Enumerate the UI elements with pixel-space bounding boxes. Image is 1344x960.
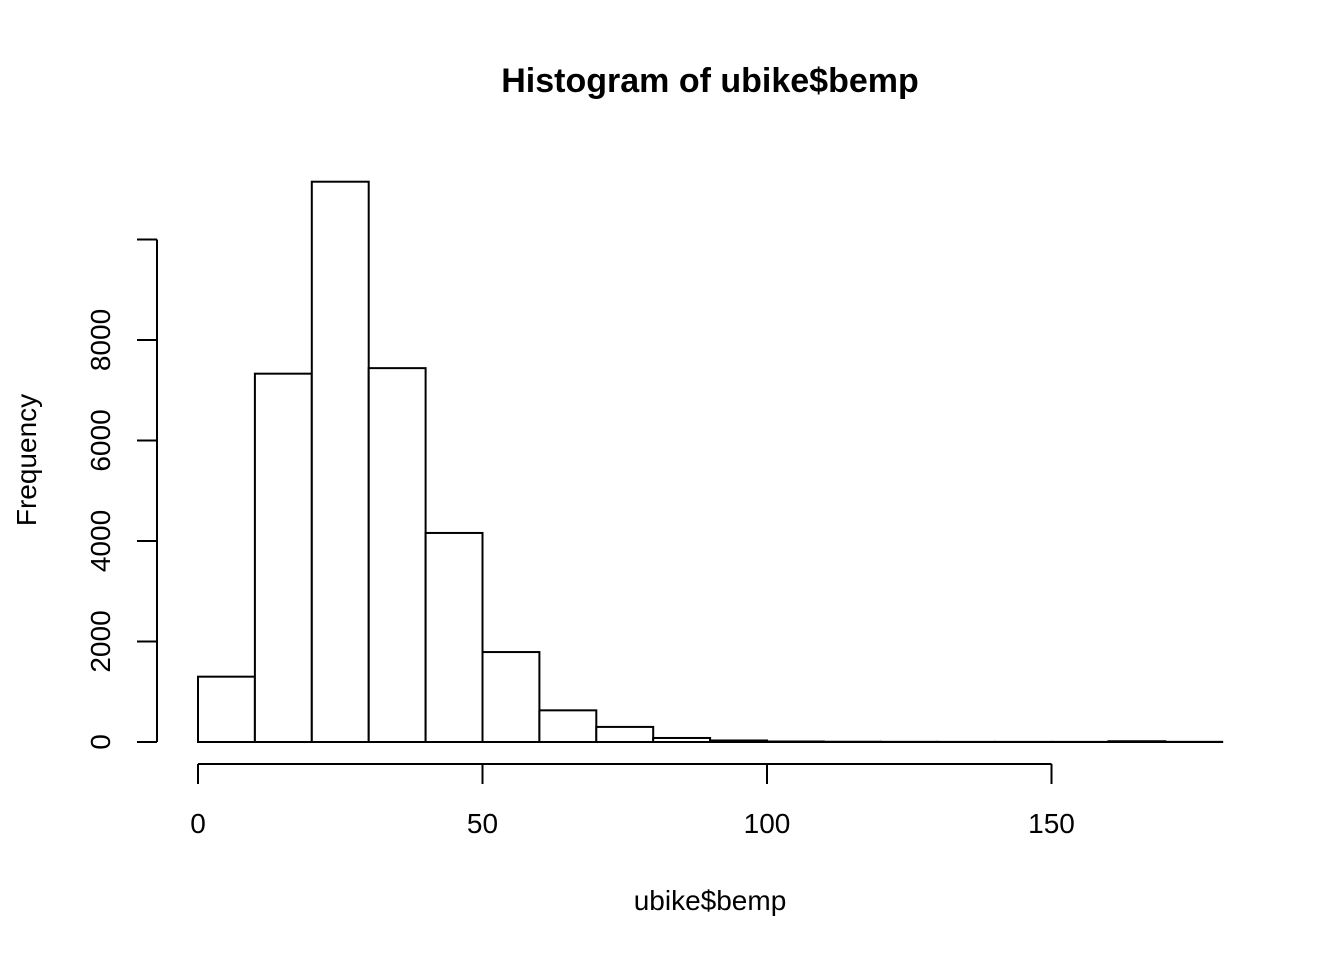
histogram-bar-7 — [595, 725, 655, 743]
histogram-bar-5 — [481, 651, 541, 743]
histogram-bar-6 — [538, 709, 598, 744]
y-axis-label: Frequency — [11, 394, 42, 526]
x-tick-label-0: 0 — [190, 808, 206, 839]
histogram-bar-3 — [367, 367, 427, 743]
chart-title: Histogram of ubike$bemp — [501, 62, 919, 100]
histogram-bars — [197, 180, 1224, 744]
y-tick-label-3: 6000 — [85, 409, 116, 471]
x-tick-label-1: 50 — [467, 808, 498, 839]
histogram-bar-0 — [197, 675, 256, 743]
histogram-bar-1 — [253, 372, 313, 743]
y-tick-label-2: 4000 — [85, 510, 116, 572]
y-tick-label-0: 0 — [85, 734, 116, 750]
histogram-bar-4 — [424, 531, 484, 744]
y-tick-label-1: 2000 — [85, 610, 116, 672]
x-axis-label: ubike$bemp — [634, 885, 787, 916]
x-axis: 0 50 100 150 — [190, 763, 1075, 839]
y-tick-label-4: 8000 — [85, 309, 116, 371]
histogram-bar-2 — [310, 180, 370, 743]
x-tick-label-3: 150 — [1028, 808, 1075, 839]
x-tick-label-2: 100 — [744, 808, 791, 839]
y-axis: 0 2000 4000 6000 8000 — [85, 238, 158, 750]
